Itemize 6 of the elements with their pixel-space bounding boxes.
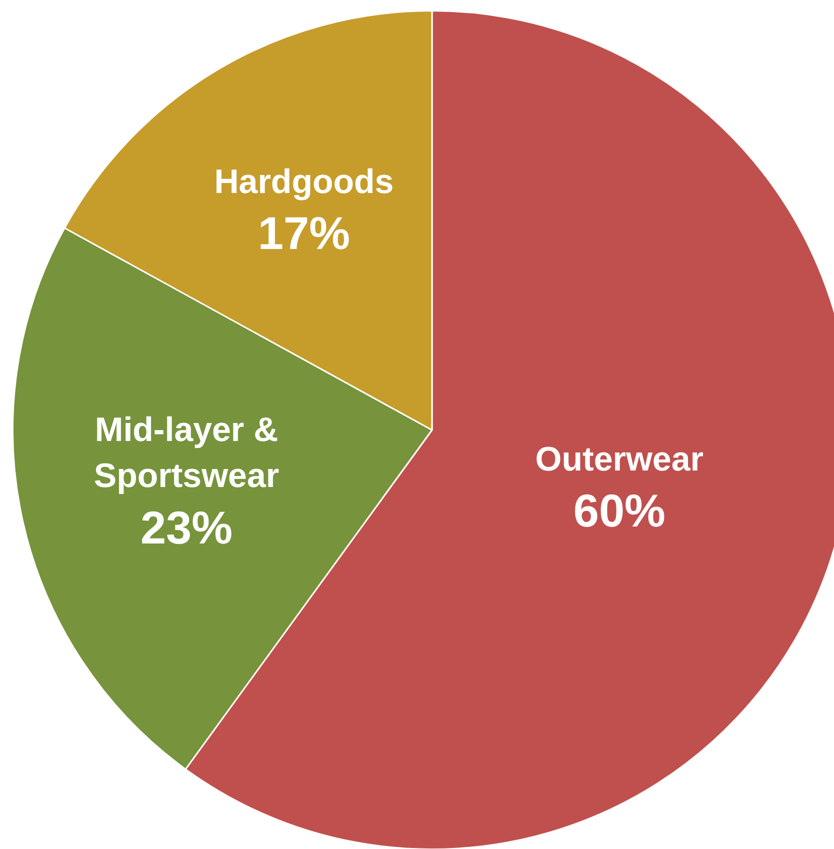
data-label: 60% <box>573 484 666 537</box>
slice-label: Hardgoods <box>214 162 394 201</box>
slice-label: Mid-layer & Sportswear <box>94 411 280 496</box>
data-label: 17% <box>258 207 350 260</box>
data-label: 23% <box>140 502 233 554</box>
slice-label: Outerwear <box>535 440 704 478</box>
